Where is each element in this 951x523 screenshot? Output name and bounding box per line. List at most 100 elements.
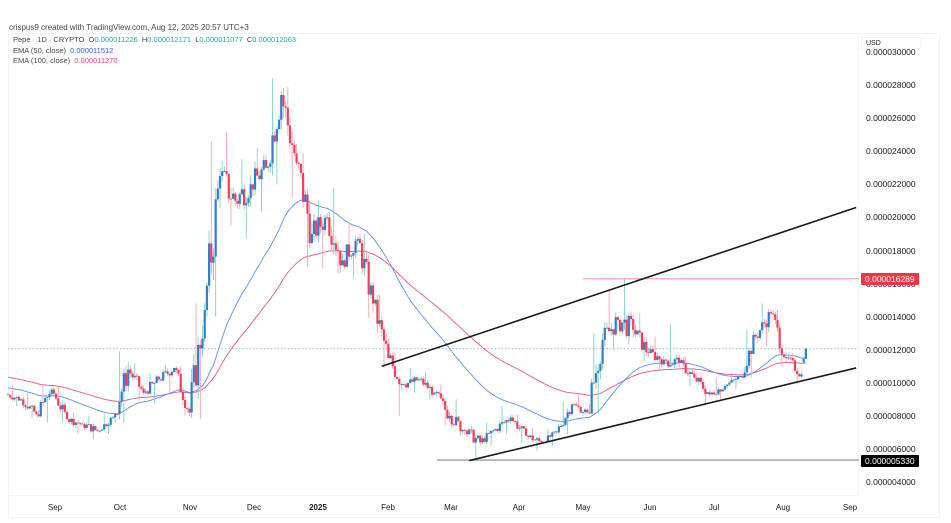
candle-up bbox=[275, 128, 278, 142]
candle-down bbox=[579, 406, 582, 413]
candle-down bbox=[715, 394, 718, 396]
candle-up bbox=[400, 384, 403, 385]
candle-up bbox=[350, 255, 353, 257]
candle-down bbox=[11, 397, 14, 400]
candle-up bbox=[669, 364, 672, 367]
currency-label[interactable]: USD bbox=[861, 37, 921, 49]
candle-up bbox=[133, 375, 136, 378]
candle-down bbox=[524, 428, 528, 436]
low-value: 0.000011077 bbox=[199, 35, 243, 44]
candle-up bbox=[455, 417, 458, 425]
candle-up bbox=[529, 435, 532, 437]
candle-down bbox=[415, 377, 418, 381]
candle-up bbox=[13, 397, 16, 400]
candle-up bbox=[498, 423, 501, 431]
candle-down bbox=[391, 355, 394, 367]
candle-down bbox=[708, 392, 711, 395]
candle-down bbox=[691, 372, 694, 375]
candle-down bbox=[227, 173, 230, 199]
candle-down bbox=[527, 435, 530, 437]
candle-down bbox=[63, 404, 66, 412]
candle-up bbox=[238, 194, 241, 204]
candle-down bbox=[503, 422, 506, 424]
candle-up bbox=[671, 364, 674, 366]
candle-down bbox=[719, 389, 722, 392]
candle-up bbox=[44, 398, 47, 403]
candle-down bbox=[785, 357, 788, 358]
candle-up bbox=[614, 317, 617, 335]
candle-down bbox=[299, 163, 303, 173]
candle-up bbox=[109, 417, 112, 425]
candle-down bbox=[472, 429, 475, 443]
candle-up bbox=[39, 402, 42, 417]
candle-up bbox=[518, 428, 521, 430]
symbol-label[interactable]: Pepe · 1D · CRYPTO bbox=[13, 35, 85, 44]
candle-up bbox=[584, 409, 587, 413]
candle-up bbox=[197, 344, 200, 386]
candle-down bbox=[778, 327, 781, 349]
price-axis-separator bbox=[858, 33, 859, 495]
candle-up bbox=[424, 382, 427, 385]
candle-up bbox=[48, 394, 51, 398]
candle-down bbox=[116, 414, 119, 415]
candle-down bbox=[693, 374, 696, 378]
candle-up bbox=[643, 341, 646, 350]
candle-down bbox=[105, 424, 108, 426]
candle-down bbox=[776, 320, 779, 328]
time-tick: Mar bbox=[444, 503, 458, 512]
candle-down bbox=[426, 382, 429, 389]
candle-down bbox=[658, 356, 661, 360]
candle-down bbox=[194, 365, 198, 386]
close-label: C bbox=[246, 35, 253, 44]
candle-down bbox=[555, 431, 558, 433]
candle-down bbox=[308, 213, 311, 244]
candle-up bbox=[260, 169, 263, 180]
candle-down bbox=[142, 388, 145, 393]
candle-up bbox=[474, 438, 477, 443]
candle-up bbox=[747, 350, 751, 366]
legend-ema50-row[interactable]: EMA (50, close) 0.000011512 bbox=[13, 46, 296, 57]
candle-down bbox=[699, 377, 703, 382]
candle-down bbox=[664, 359, 668, 361]
candle-up bbox=[253, 168, 257, 190]
candle-down bbox=[629, 315, 633, 319]
candle-up bbox=[500, 422, 504, 424]
candle-up bbox=[592, 382, 595, 384]
candle-up bbox=[190, 382, 193, 413]
candle-up bbox=[249, 184, 252, 199]
high-label: H bbox=[141, 35, 148, 44]
candle-up bbox=[74, 422, 77, 426]
candle-up bbox=[564, 418, 567, 425]
legend-ema100-row[interactable]: EMA (100, close) 0.000011270 bbox=[13, 56, 296, 67]
candle-up bbox=[601, 339, 604, 364]
candle-down bbox=[284, 106, 287, 108]
candle-down bbox=[632, 318, 635, 330]
candle-up bbox=[232, 193, 235, 199]
candle-down bbox=[645, 341, 648, 353]
candle-up bbox=[492, 430, 495, 432]
candle-up bbox=[103, 424, 106, 430]
candle-up bbox=[553, 431, 556, 433]
candle-down bbox=[769, 312, 773, 314]
candle-up bbox=[354, 240, 357, 254]
candle-down bbox=[411, 379, 414, 382]
candle-up bbox=[800, 374, 803, 377]
candle-down bbox=[514, 421, 517, 422]
candle-down bbox=[286, 107, 289, 126]
time-tick: Sep bbox=[47, 503, 63, 512]
candle-down bbox=[380, 320, 383, 330]
candle-down bbox=[76, 422, 80, 424]
candle-up bbox=[802, 358, 805, 363]
candle-up bbox=[494, 429, 497, 431]
candle-up bbox=[122, 373, 125, 392]
candle-up bbox=[212, 256, 215, 263]
candle-up bbox=[435, 391, 438, 393]
time-tick: Feb bbox=[381, 503, 395, 512]
candle-down bbox=[686, 373, 689, 374]
candle-down bbox=[398, 378, 401, 385]
candle-up bbox=[20, 399, 23, 401]
candle-up bbox=[428, 387, 431, 389]
candle-up bbox=[409, 379, 412, 383]
candle-up bbox=[726, 384, 729, 387]
